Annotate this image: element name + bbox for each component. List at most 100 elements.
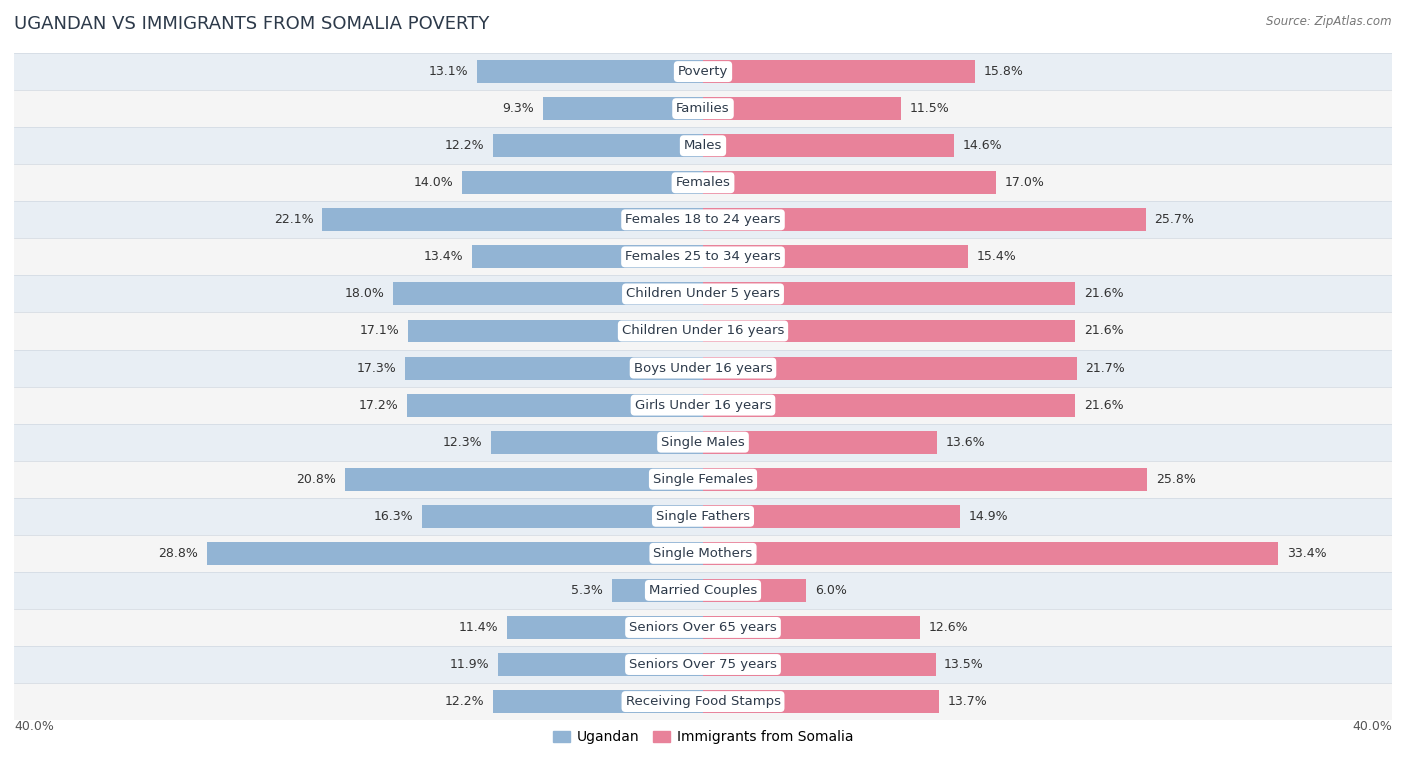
Bar — [703, 468, 1147, 490]
Bar — [461, 171, 703, 194]
FancyBboxPatch shape — [14, 275, 1392, 312]
Text: Females 25 to 34 years: Females 25 to 34 years — [626, 250, 780, 263]
Text: 11.5%: 11.5% — [910, 102, 949, 115]
FancyBboxPatch shape — [14, 53, 1392, 90]
Text: Source: ZipAtlas.com: Source: ZipAtlas.com — [1267, 15, 1392, 28]
Text: Single Males: Single Males — [661, 436, 745, 449]
Text: 25.8%: 25.8% — [1156, 473, 1197, 486]
Text: 17.0%: 17.0% — [1004, 177, 1045, 190]
Bar — [703, 60, 976, 83]
Text: Receiving Food Stamps: Receiving Food Stamps — [626, 695, 780, 708]
Bar — [494, 690, 703, 713]
Text: 17.1%: 17.1% — [360, 324, 399, 337]
Bar — [703, 246, 969, 268]
Text: 40.0%: 40.0% — [1353, 720, 1392, 733]
Text: 21.6%: 21.6% — [1084, 324, 1123, 337]
Text: 14.0%: 14.0% — [413, 177, 453, 190]
Legend: Ugandan, Immigrants from Somalia: Ugandan, Immigrants from Somalia — [547, 725, 859, 750]
Text: UGANDAN VS IMMIGRANTS FROM SOMALIA POVERTY: UGANDAN VS IMMIGRANTS FROM SOMALIA POVER… — [14, 15, 489, 33]
Text: Females: Females — [675, 177, 731, 190]
Bar — [703, 283, 1076, 305]
Bar — [612, 579, 703, 602]
Text: Boys Under 16 years: Boys Under 16 years — [634, 362, 772, 374]
Text: 13.5%: 13.5% — [945, 658, 984, 671]
Text: 9.3%: 9.3% — [502, 102, 534, 115]
Bar — [703, 97, 901, 120]
Text: 13.7%: 13.7% — [948, 695, 987, 708]
FancyBboxPatch shape — [14, 683, 1392, 720]
FancyBboxPatch shape — [14, 90, 1392, 127]
FancyBboxPatch shape — [14, 498, 1392, 535]
Text: Single Females: Single Females — [652, 473, 754, 486]
Bar — [406, 393, 703, 417]
Text: Single Fathers: Single Fathers — [657, 510, 749, 523]
Bar — [322, 208, 703, 231]
Bar — [703, 171, 995, 194]
Text: Families: Families — [676, 102, 730, 115]
Text: 20.8%: 20.8% — [297, 473, 336, 486]
Text: 14.6%: 14.6% — [963, 139, 1002, 152]
Text: 28.8%: 28.8% — [159, 547, 198, 560]
FancyBboxPatch shape — [14, 238, 1392, 275]
Text: 25.7%: 25.7% — [1154, 213, 1194, 227]
Text: 21.6%: 21.6% — [1084, 399, 1123, 412]
Text: 16.3%: 16.3% — [374, 510, 413, 523]
FancyBboxPatch shape — [14, 349, 1392, 387]
Text: Poverty: Poverty — [678, 65, 728, 78]
Bar — [703, 393, 1076, 417]
FancyBboxPatch shape — [14, 202, 1392, 238]
Bar — [703, 208, 1146, 231]
Text: 40.0%: 40.0% — [14, 720, 53, 733]
Bar — [494, 134, 703, 157]
Text: 13.4%: 13.4% — [425, 250, 464, 263]
Bar — [703, 690, 939, 713]
FancyBboxPatch shape — [14, 572, 1392, 609]
Bar — [392, 283, 703, 305]
Text: 15.8%: 15.8% — [984, 65, 1024, 78]
Text: 18.0%: 18.0% — [344, 287, 384, 300]
Bar — [703, 320, 1076, 343]
Bar — [703, 505, 960, 528]
Text: 12.6%: 12.6% — [928, 621, 969, 634]
Bar — [207, 542, 703, 565]
Text: 15.4%: 15.4% — [977, 250, 1017, 263]
Text: Seniors Over 65 years: Seniors Over 65 years — [628, 621, 778, 634]
FancyBboxPatch shape — [14, 461, 1392, 498]
Text: Males: Males — [683, 139, 723, 152]
Text: Seniors Over 75 years: Seniors Over 75 years — [628, 658, 778, 671]
Bar — [409, 320, 703, 343]
Text: 11.4%: 11.4% — [458, 621, 498, 634]
Bar — [422, 505, 703, 528]
Bar — [703, 431, 938, 453]
Bar — [478, 60, 703, 83]
Text: 14.9%: 14.9% — [969, 510, 1008, 523]
Bar — [703, 653, 935, 676]
Bar — [344, 468, 703, 490]
FancyBboxPatch shape — [14, 609, 1392, 646]
Bar — [543, 97, 703, 120]
FancyBboxPatch shape — [14, 164, 1392, 202]
Text: Girls Under 16 years: Girls Under 16 years — [634, 399, 772, 412]
FancyBboxPatch shape — [14, 535, 1392, 572]
Text: 11.9%: 11.9% — [450, 658, 489, 671]
Text: Children Under 16 years: Children Under 16 years — [621, 324, 785, 337]
FancyBboxPatch shape — [14, 424, 1392, 461]
Text: 5.3%: 5.3% — [571, 584, 603, 597]
FancyBboxPatch shape — [14, 387, 1392, 424]
Text: 33.4%: 33.4% — [1286, 547, 1326, 560]
Text: Children Under 5 years: Children Under 5 years — [626, 287, 780, 300]
Bar — [703, 356, 1077, 380]
Bar — [506, 616, 703, 639]
Bar — [703, 616, 920, 639]
Bar — [703, 542, 1278, 565]
Text: 21.7%: 21.7% — [1085, 362, 1125, 374]
Text: Females 18 to 24 years: Females 18 to 24 years — [626, 213, 780, 227]
Text: 13.1%: 13.1% — [429, 65, 468, 78]
Bar — [491, 431, 703, 453]
Text: 22.1%: 22.1% — [274, 213, 314, 227]
Text: 12.2%: 12.2% — [444, 139, 484, 152]
Text: 12.2%: 12.2% — [444, 695, 484, 708]
Text: 6.0%: 6.0% — [815, 584, 846, 597]
Text: 13.6%: 13.6% — [946, 436, 986, 449]
Text: 17.2%: 17.2% — [359, 399, 398, 412]
